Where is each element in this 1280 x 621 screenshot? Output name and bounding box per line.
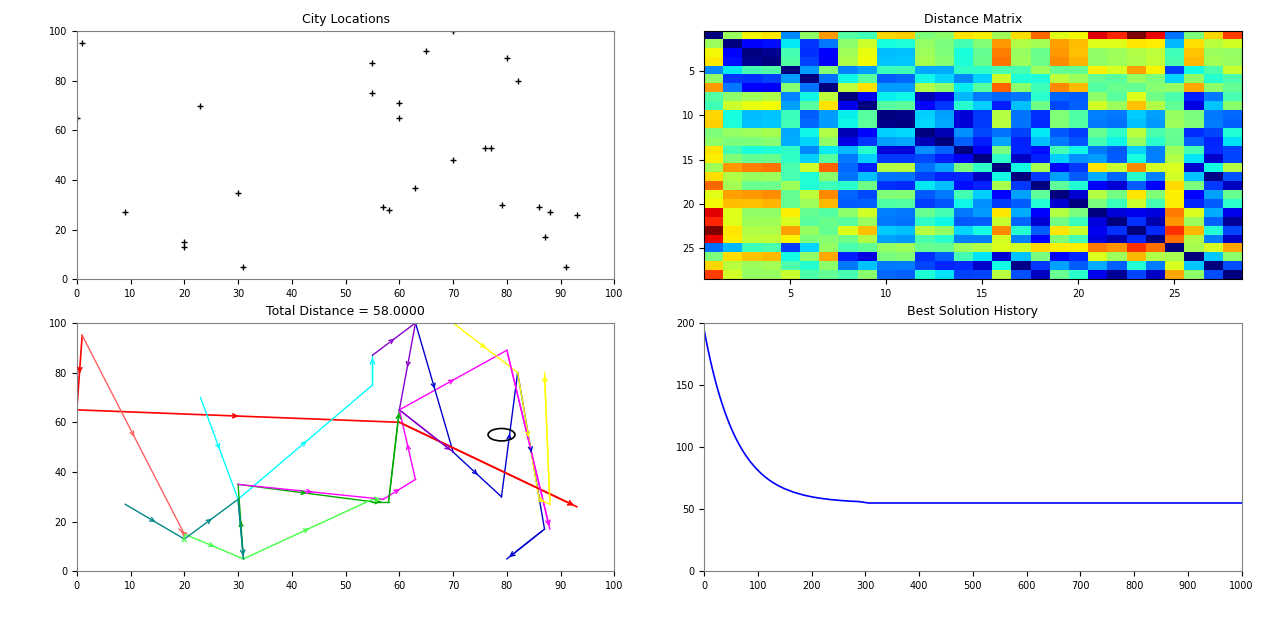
Title: City Locations: City Locations [302,12,389,25]
Title: Best Solution History: Best Solution History [908,304,1038,317]
Title: Distance Matrix: Distance Matrix [924,12,1021,25]
Title: Total Distance = 58.0000: Total Distance = 58.0000 [266,304,425,317]
